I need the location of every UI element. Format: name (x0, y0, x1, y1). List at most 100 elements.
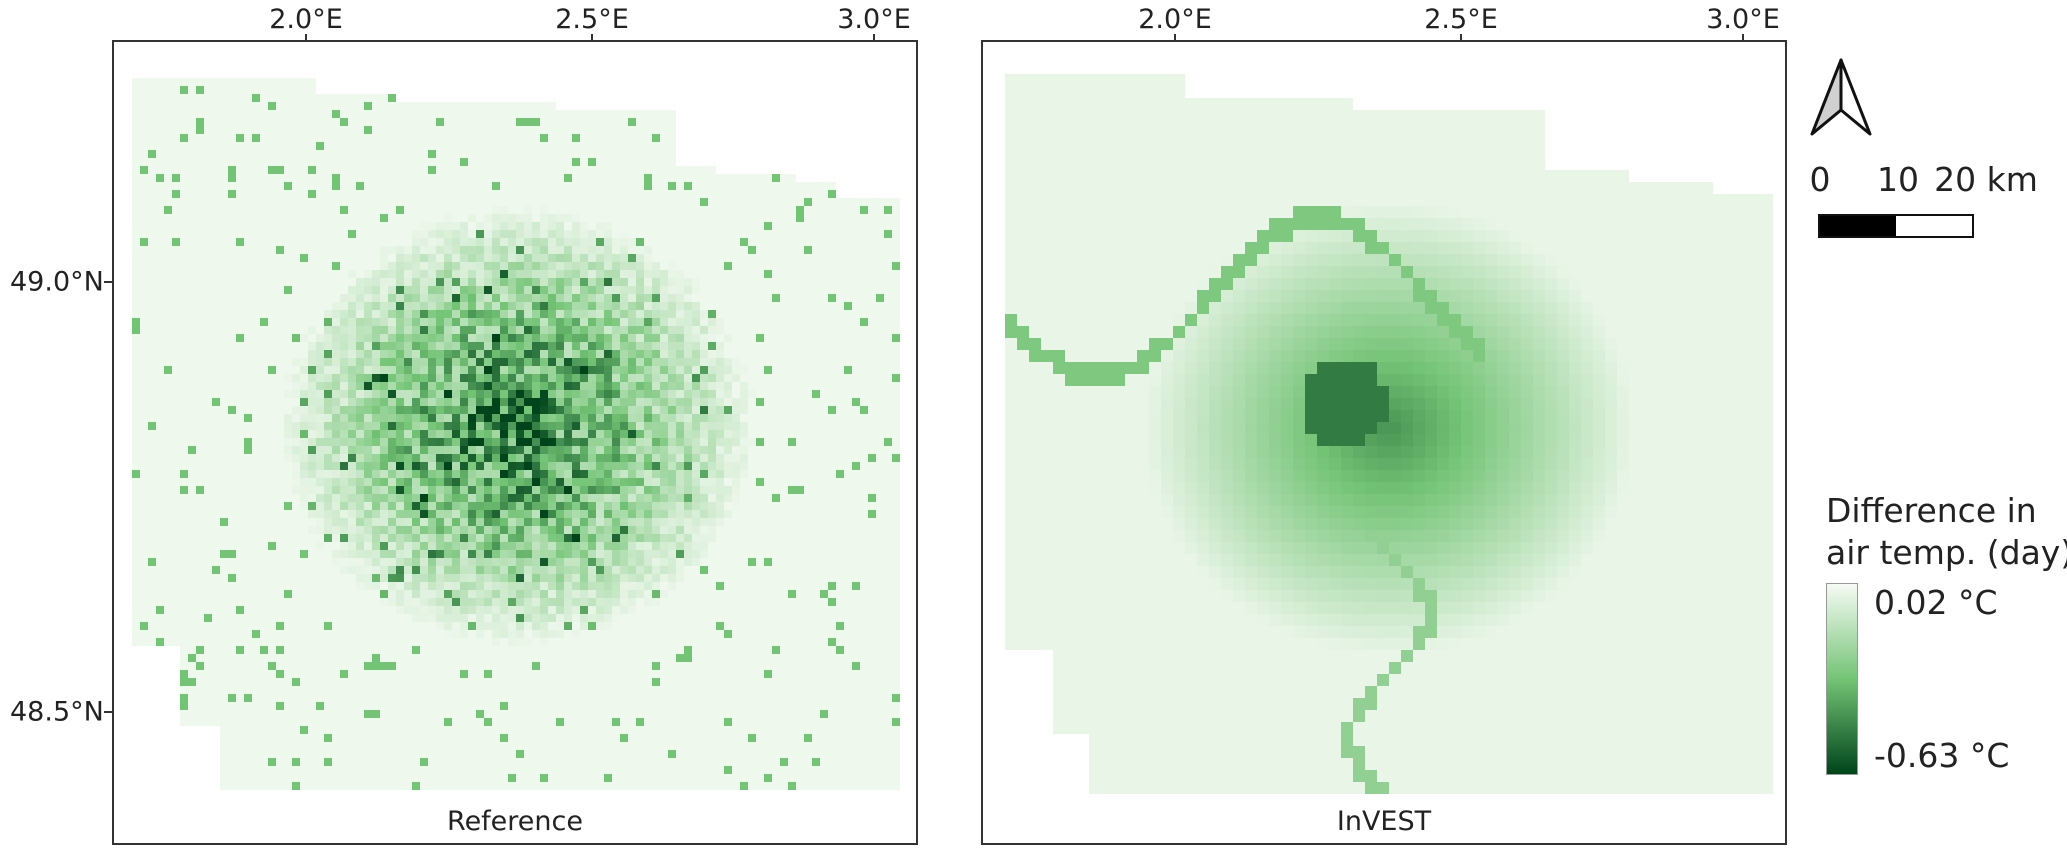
raster-cell (500, 222, 508, 230)
raster-cell (436, 206, 444, 214)
raster-cell (172, 470, 180, 478)
raster-cell (460, 222, 468, 230)
raster-cell (764, 358, 772, 366)
raster-cell (860, 294, 868, 302)
raster-cell (588, 302, 596, 310)
raster-cell (172, 86, 180, 94)
raster-cell (676, 310, 684, 318)
raster-cell (212, 158, 220, 166)
raster-cell (228, 398, 236, 406)
raster-cell (484, 454, 492, 462)
raster-cell (324, 158, 332, 166)
raster-cell (428, 134, 436, 142)
raster-cell (780, 358, 788, 366)
raster-cell (772, 366, 780, 374)
raster-cell (532, 110, 540, 118)
raster-cell (764, 318, 772, 326)
raster-cell (468, 302, 476, 310)
raster-cell (540, 318, 548, 326)
raster-cell (572, 526, 580, 534)
raster-cell (868, 318, 876, 326)
raster-cell (508, 214, 516, 222)
raster-cell (460, 278, 468, 286)
raster-cell (364, 310, 372, 318)
raster-cell (572, 230, 580, 238)
raster-cell (876, 422, 884, 430)
raster-cell (572, 318, 580, 326)
raster-cell (204, 118, 212, 126)
raster-cell (756, 270, 764, 278)
raster-cell (596, 214, 604, 222)
raster-cell (588, 350, 596, 358)
raster-cell (860, 430, 868, 438)
raster-cell (428, 342, 436, 350)
raster-cell (332, 94, 340, 102)
raster-cell (380, 174, 388, 182)
raster-cell (796, 390, 804, 398)
raster-cell (340, 326, 348, 334)
raster-cell (772, 222, 780, 230)
raster-cell (572, 374, 580, 382)
raster-cell (868, 446, 876, 454)
raster-cell (788, 206, 796, 214)
raster-cell (348, 318, 356, 326)
raster-cell (220, 366, 228, 374)
raster-cell (252, 310, 260, 318)
raster-cell (316, 278, 324, 286)
raster-cell (220, 118, 228, 126)
raster-cell (788, 374, 796, 382)
raster-cell (396, 334, 404, 342)
raster-cell (196, 126, 204, 134)
raster-cell (588, 158, 596, 166)
raster-cell (652, 486, 660, 494)
raster-cell (596, 302, 604, 310)
raster-cell (796, 486, 804, 494)
raster-cell (508, 118, 516, 126)
raster-cell (556, 334, 564, 342)
raster-cell (212, 430, 220, 438)
raster-cell (532, 478, 540, 486)
raster-cell (252, 86, 260, 94)
raster-cell (516, 430, 524, 438)
raster-cell (804, 510, 812, 518)
raster-cell (628, 494, 636, 502)
raster-cell (572, 270, 580, 278)
raster-cell (652, 326, 660, 334)
raster-cell (772, 342, 780, 350)
raster-cell (884, 358, 892, 366)
raster-cell (396, 414, 404, 422)
raster-cell (700, 406, 708, 414)
raster-cell (524, 494, 532, 502)
raster-cell (676, 422, 684, 430)
raster-cell (764, 454, 772, 462)
raster-cell (676, 494, 684, 502)
raster-cell (860, 238, 868, 246)
raster-cell (604, 294, 612, 302)
raster-cell (820, 350, 828, 358)
raster-cell (292, 286, 300, 294)
raster-cell (860, 502, 868, 510)
raster-cell (308, 286, 316, 294)
raster-cell (204, 278, 212, 286)
raster-cell (364, 510, 372, 518)
raster-cell (580, 382, 588, 390)
raster-cell (764, 174, 772, 182)
raster-cell (676, 510, 684, 518)
raster-cell (492, 206, 500, 214)
raster-cell (884, 430, 892, 438)
raster-cell (700, 230, 708, 238)
raster-cell (636, 406, 644, 414)
raster-cell (484, 478, 492, 486)
raster-cell (828, 462, 836, 470)
raster-cell (316, 318, 324, 326)
raster-cell (500, 486, 508, 494)
raster-cell (820, 390, 828, 398)
raster-cell (636, 398, 644, 406)
raster-cell (308, 294, 316, 302)
raster-cell (644, 374, 652, 382)
raster-cell (836, 414, 844, 422)
raster-cell (580, 270, 588, 278)
raster-cell (452, 454, 460, 462)
raster-cell (572, 174, 580, 182)
raster-cell (492, 390, 500, 398)
